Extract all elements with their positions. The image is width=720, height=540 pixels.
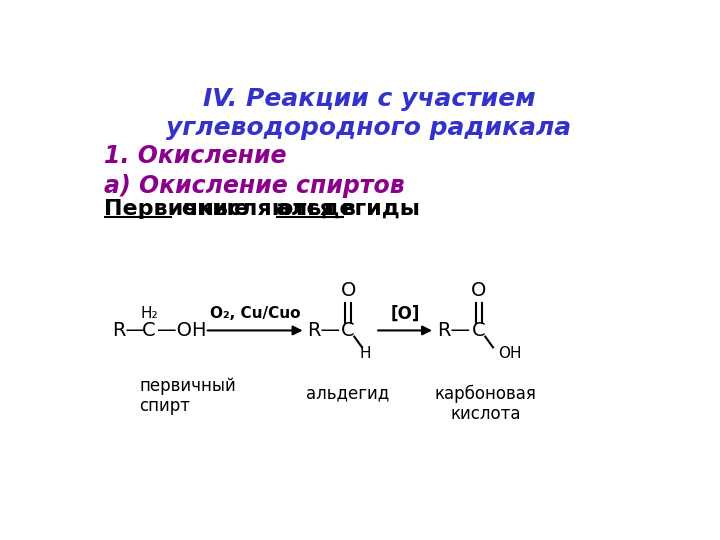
Text: а) Окисление спиртов: а) Окисление спиртов <box>104 174 405 199</box>
Text: C: C <box>341 321 355 340</box>
Text: R—: R— <box>437 321 470 340</box>
Text: углеводородного радикала: углеводородного радикала <box>166 116 572 140</box>
Text: O: O <box>472 281 487 300</box>
Text: H₂: H₂ <box>140 306 158 321</box>
Text: R—: R— <box>307 321 340 340</box>
Text: O: O <box>341 281 356 300</box>
Text: альдегиды: альдегиды <box>276 199 420 219</box>
Text: R—: R— <box>112 321 145 340</box>
Text: C: C <box>142 321 156 340</box>
Text: окисляются в: окисляются в <box>174 199 364 219</box>
Text: H: H <box>359 346 371 361</box>
Text: альдегид: альдегид <box>307 384 390 402</box>
Text: C: C <box>472 321 486 340</box>
Text: Первичные: Первичные <box>104 199 249 219</box>
Text: IV. Реакции с участием: IV. Реакции с участием <box>203 87 535 111</box>
Text: OH: OH <box>498 346 521 361</box>
Text: 1. Окисление: 1. Окисление <box>104 144 287 167</box>
Text: —OH: —OH <box>157 321 206 340</box>
Text: первичный
спирт: первичный спирт <box>140 377 236 415</box>
Text: [O]: [O] <box>390 305 420 322</box>
Text: карбоновая
кислота: карбоновая кислота <box>434 384 536 423</box>
Text: O₂, Cu/Cuo: O₂, Cu/Cuo <box>210 306 300 321</box>
